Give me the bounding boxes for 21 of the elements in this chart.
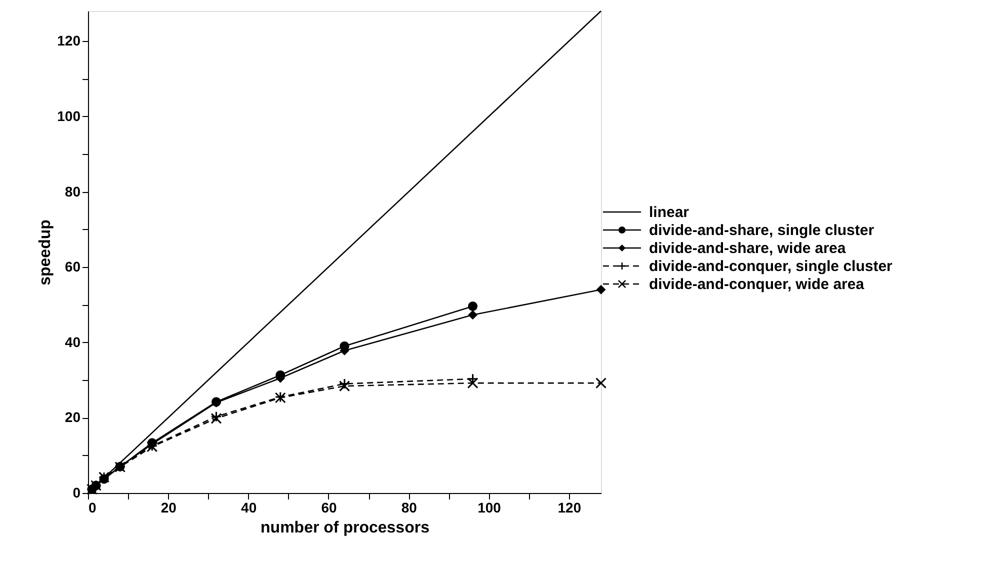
x-tick-label: 120	[558, 500, 582, 516]
y-tick-label: 80	[64, 183, 81, 200]
x-tick-label: 60	[321, 500, 337, 516]
legend-label: divide-and-conquer, single cluster	[649, 258, 893, 275]
y-tick-label: 120	[57, 32, 81, 49]
legend-label: linear	[649, 204, 690, 221]
x-tick-label: 100	[478, 500, 502, 516]
y-tick-label: 100	[57, 108, 81, 124]
y-tick-label: 40	[64, 334, 81, 350]
x-tick-label: 80	[401, 500, 418, 516]
y-axis-title: speedup	[37, 219, 54, 286]
x-tick-label: 0	[88, 500, 96, 516]
x-axis-title: number of processors	[260, 520, 430, 536]
legend-label: divide-and-conquer, wide area	[649, 276, 865, 293]
x-tick-label: 40	[241, 500, 257, 516]
legend-label: divide-and-share, single cluster	[649, 222, 874, 239]
y-tick-label: 0	[72, 484, 81, 500]
y-tick-label: 20	[64, 409, 81, 426]
legend-label: divide-and-share, wide area	[649, 240, 846, 257]
x-tick-label: 20	[160, 500, 177, 516]
y-tick-label: 60	[64, 258, 81, 275]
